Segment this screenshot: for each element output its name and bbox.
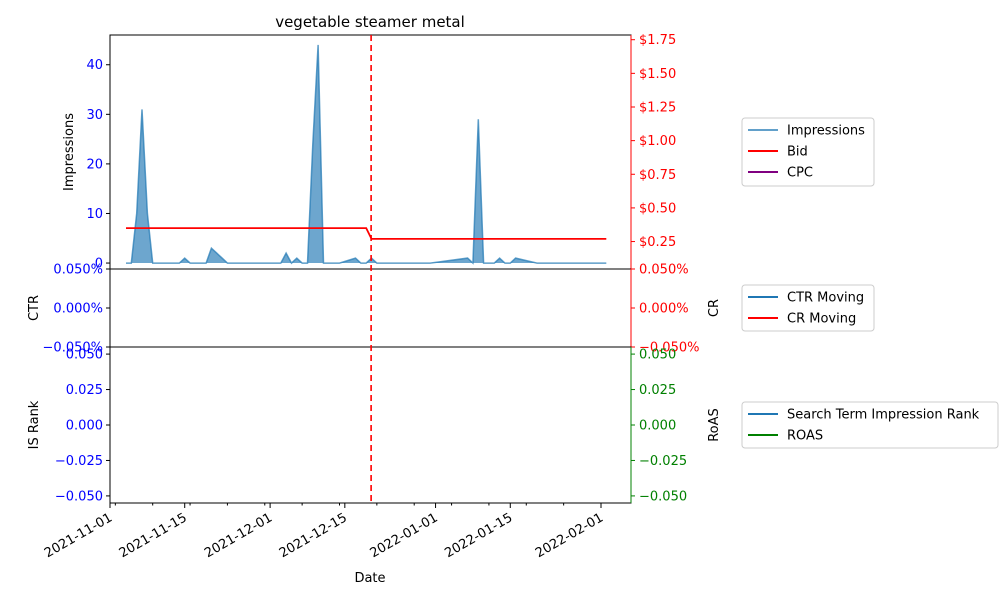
right-tick-label: $0.75 [639, 168, 676, 183]
legend-box-0 [741, 117, 875, 187]
x-tick-label: 2022-01-01 [368, 510, 441, 561]
left-tick-label: 0.000% [53, 302, 103, 317]
series-line-1 [126, 227, 607, 240]
left-tick-label: 10 [86, 207, 103, 222]
right-tick-label: $0.25 [639, 235, 676, 250]
impressions-area [126, 44, 607, 264]
x-tick-label: 2022-01-15 [442, 510, 515, 561]
x-tick-label: 2021-12-15 [277, 510, 350, 561]
x-tick-label: 2021-11-01 [42, 510, 115, 561]
y-axis-label-right: RoAS [707, 408, 722, 442]
right-tick-label: −0.025 [639, 454, 687, 469]
left-tick-label: 0.050% [53, 263, 103, 278]
right-tick-label: $0.50 [639, 201, 676, 216]
right-tick-label: −0.050% [639, 341, 699, 356]
y-axis-label-left: IS Rank [27, 400, 42, 449]
left-tick-label: −0.025 [55, 454, 103, 469]
left-tick-label: 0.000 [66, 419, 103, 434]
legend-label: CTR Moving [787, 291, 864, 306]
x-axis-label: Date [354, 571, 385, 586]
right-tick-label: $1.25 [639, 100, 676, 115]
legend-label: ROAS [787, 429, 823, 444]
right-tick-label: 0.000% [639, 302, 689, 317]
left-tick-label: 0.050 [66, 348, 103, 363]
right-tick-label: −0.050 [639, 489, 687, 504]
legend-label: CR Moving [787, 312, 856, 327]
legend-label: Search Term Impression Rank [787, 408, 980, 423]
y-axis-label-right: CR [707, 299, 722, 317]
right-tick-label: $1.50 [639, 67, 676, 82]
y-axis-label-left: CTR [27, 295, 42, 321]
right-tick-label: 0.025 [639, 383, 676, 398]
left-tick-label: 20 [86, 157, 103, 172]
impressions-line [126, 44, 607, 265]
left-tick-label: 40 [86, 58, 103, 73]
chart-title: vegetable steamer metal [275, 13, 465, 31]
legend-label: CPC [787, 166, 813, 181]
right-tick-label: $1.00 [639, 134, 676, 149]
left-tick-label: −0.050% [43, 341, 103, 356]
y-axis-label-left: Impressions [62, 113, 77, 191]
right-tick-label: 0.050% [639, 263, 689, 278]
x-tick-label: 2021-11-15 [117, 510, 190, 561]
legend-box-2 [741, 401, 999, 449]
legend-label: Impressions [787, 124, 865, 139]
x-tick-label: 2021-12-01 [202, 510, 275, 561]
left-tick-label: 0.025 [66, 383, 103, 398]
right-tick-label: 0.000 [639, 419, 676, 434]
right-tick-label: 0.050 [639, 348, 676, 363]
left-tick-label: −0.050 [55, 489, 103, 504]
x-tick-label: 2022-02-01 [533, 510, 606, 561]
left-tick-label: 30 [86, 108, 103, 123]
legend-label: Bid [787, 145, 808, 160]
right-tick-label: $1.75 [639, 33, 676, 48]
left-tick-label: 0 [95, 257, 103, 272]
